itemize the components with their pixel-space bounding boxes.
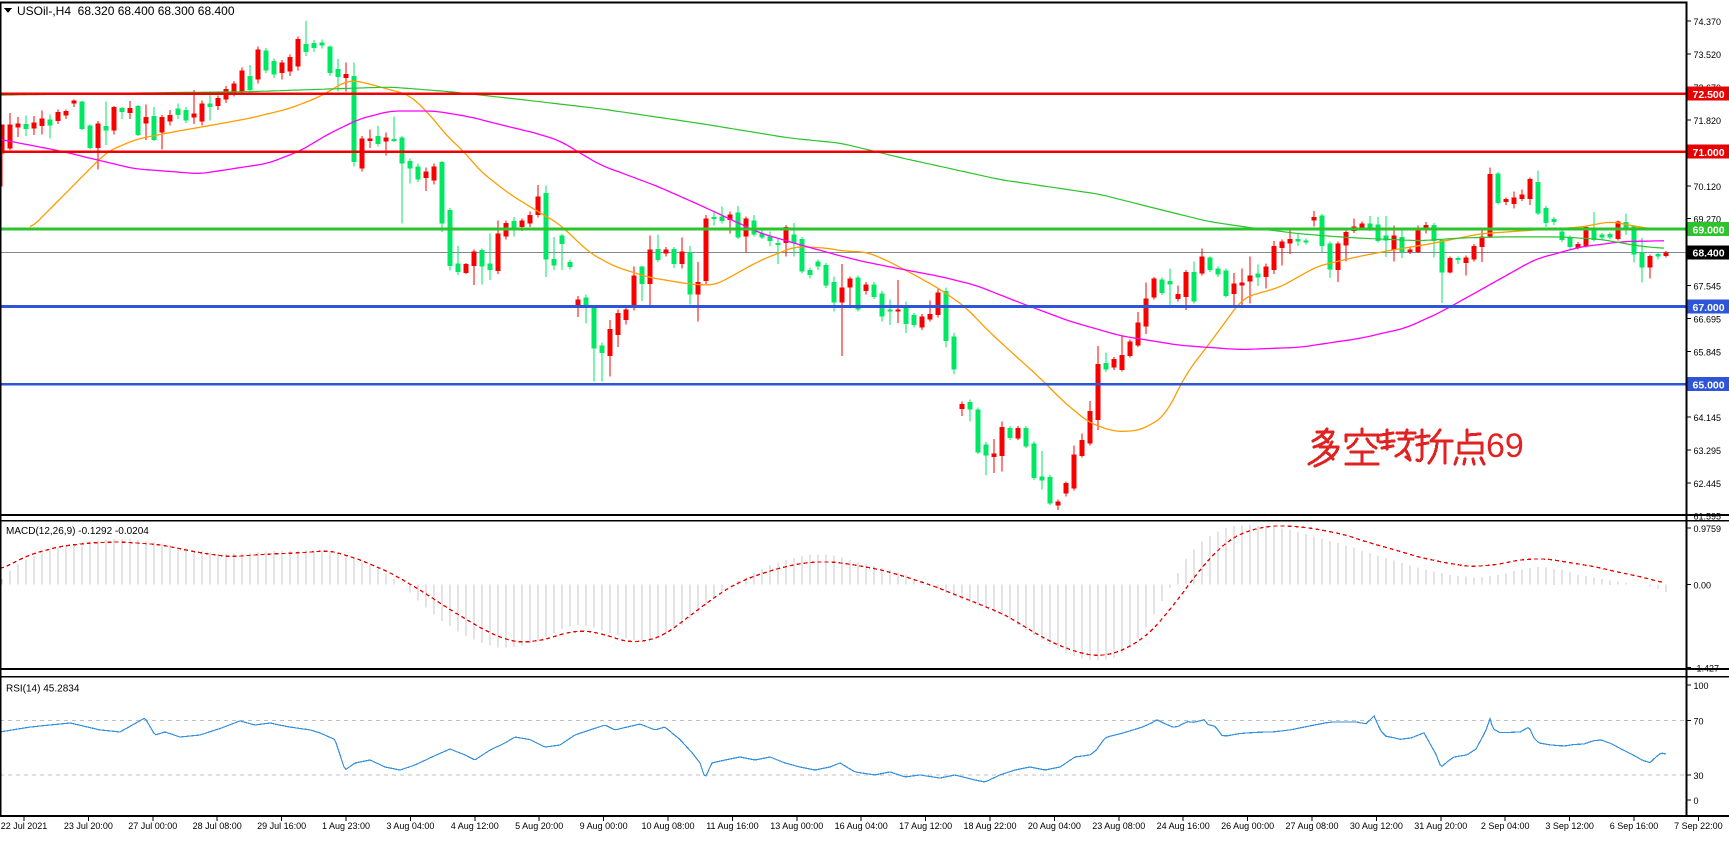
svg-text:27 Jul 00:00: 27 Jul 00:00	[128, 821, 177, 831]
svg-text:3 Sep 12:00: 3 Sep 12:00	[1545, 821, 1594, 831]
svg-text:24 Aug 16:00: 24 Aug 16:00	[1157, 821, 1210, 831]
svg-text:2 Sep 04:00: 2 Sep 04:00	[1481, 821, 1530, 831]
svg-text:70: 70	[1694, 716, 1704, 726]
svg-text:66.695: 66.695	[1694, 314, 1722, 324]
svg-text:17 Aug 12:00: 17 Aug 12:00	[899, 821, 952, 831]
svg-text:13 Aug 00:00: 13 Aug 00:00	[770, 821, 823, 831]
svg-text:27 Aug 08:00: 27 Aug 08:00	[1285, 821, 1338, 831]
svg-text:71.000: 71.000	[1693, 147, 1725, 159]
svg-text:100: 100	[1694, 681, 1709, 691]
svg-text:74.370: 74.370	[1694, 17, 1722, 27]
svg-text:5 Aug 20:00: 5 Aug 20:00	[515, 821, 563, 831]
svg-text:65.000: 65.000	[1693, 379, 1725, 391]
svg-text:73.520: 73.520	[1694, 50, 1722, 60]
svg-text:69: 69	[1486, 427, 1524, 465]
svg-text:6 Sep 16:00: 6 Sep 16:00	[1610, 821, 1659, 831]
svg-text:23 Aug 08:00: 23 Aug 08:00	[1092, 821, 1145, 831]
svg-text:23 Jul 20:00: 23 Jul 20:00	[64, 821, 113, 831]
svg-text:16 Aug 04:00: 16 Aug 04:00	[835, 821, 888, 831]
svg-text:MACD(12,26,9) -0.1292 -0.0204: MACD(12,26,9) -0.1292 -0.0204	[6, 526, 149, 537]
svg-text:USOil-,H4 68.320 68.400 68.30: USOil-,H4 68.320 68.400 68.300 68.400	[17, 4, 235, 18]
svg-text:11 Aug 16:00: 11 Aug 16:00	[706, 821, 758, 831]
svg-text:3 Aug 04:00: 3 Aug 04:00	[386, 821, 434, 831]
svg-text:70.120: 70.120	[1694, 182, 1722, 192]
svg-text:7 Sep 22:00: 7 Sep 22:00	[1674, 821, 1723, 831]
svg-text:0.9759: 0.9759	[1694, 524, 1722, 534]
svg-text:71.820: 71.820	[1694, 116, 1722, 126]
svg-text:31 Aug 20:00: 31 Aug 20:00	[1414, 821, 1467, 831]
svg-text:68.400: 68.400	[1693, 248, 1725, 260]
svg-text:65.845: 65.845	[1694, 347, 1722, 357]
svg-text:67.000: 67.000	[1693, 302, 1725, 314]
svg-text:4 Aug 12:00: 4 Aug 12:00	[451, 821, 499, 831]
svg-text:28 Jul 08:00: 28 Jul 08:00	[193, 821, 242, 831]
svg-text:10 Aug 08:00: 10 Aug 08:00	[641, 821, 694, 831]
svg-text:72.500: 72.500	[1693, 89, 1725, 101]
svg-text:18 Aug 22:00: 18 Aug 22:00	[963, 821, 1016, 831]
svg-text:1 Aug 23:00: 1 Aug 23:00	[322, 821, 370, 831]
svg-text:26 Aug 00:00: 26 Aug 00:00	[1221, 821, 1274, 831]
svg-text:69.000: 69.000	[1693, 224, 1725, 236]
svg-text:RSI(14) 45.2834: RSI(14) 45.2834	[6, 684, 80, 695]
svg-text:22 Jul 2021: 22 Jul 2021	[1, 821, 48, 831]
svg-text:0: 0	[1694, 796, 1699, 806]
svg-text:-1.427: -1.427	[1694, 663, 1720, 673]
svg-text:30 Aug 12:00: 30 Aug 12:00	[1350, 821, 1403, 831]
svg-text:69.270: 69.270	[1694, 215, 1722, 225]
svg-text:9 Aug 00:00: 9 Aug 00:00	[580, 821, 628, 831]
svg-text:64.145: 64.145	[1694, 413, 1722, 423]
svg-text:63.295: 63.295	[1694, 446, 1722, 456]
svg-text:67.545: 67.545	[1694, 282, 1722, 292]
svg-text:61.595: 61.595	[1694, 512, 1722, 522]
svg-text:29 Jul 16:00: 29 Jul 16:00	[257, 821, 306, 831]
svg-text:30: 30	[1694, 771, 1704, 781]
svg-text:62.445: 62.445	[1694, 479, 1722, 489]
svg-text:0.00: 0.00	[1694, 581, 1712, 591]
svg-text:20 Aug 04:00: 20 Aug 04:00	[1028, 821, 1081, 831]
